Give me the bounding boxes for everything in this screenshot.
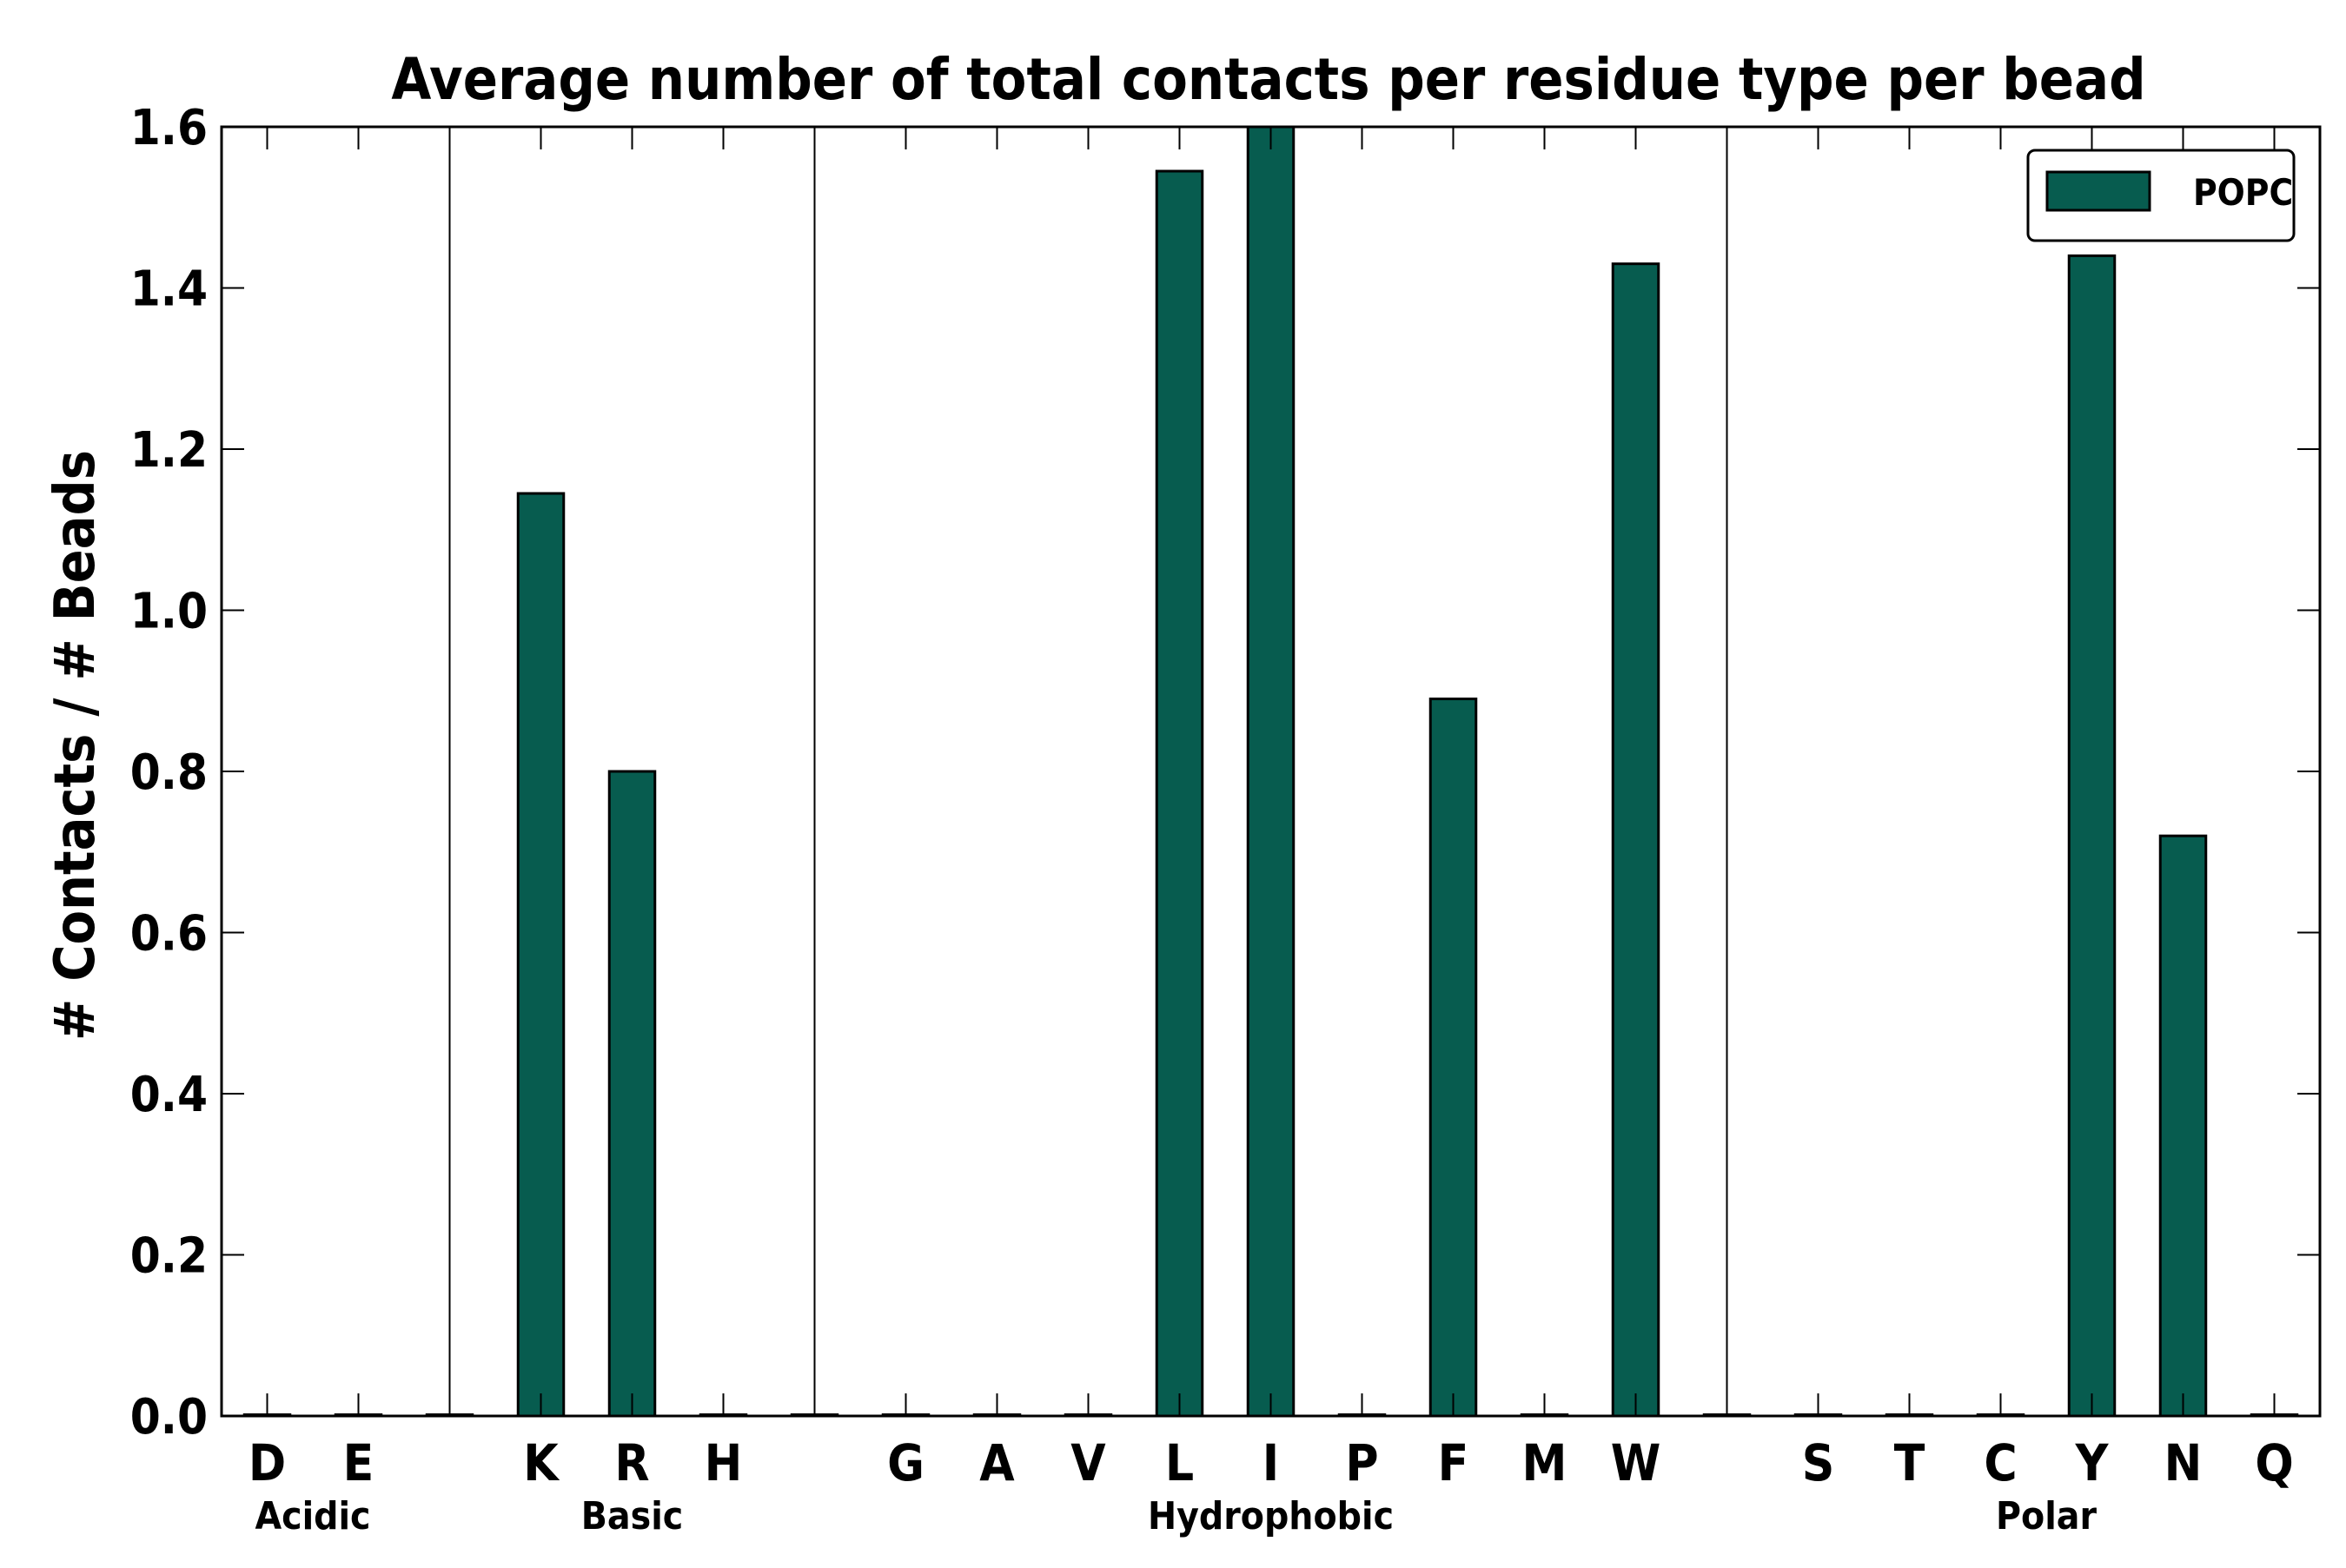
x-tick-label: P <box>1345 1433 1378 1492</box>
bar-l <box>1155 169 1204 1418</box>
group-label: Hydrophobic <box>1148 1494 1394 1538</box>
group-label: Basic <box>581 1494 683 1538</box>
bar-y <box>2067 254 2117 1418</box>
legend-label-popc: POPC <box>2193 171 2293 214</box>
y-axis-label: # Contacts / # Beads <box>43 450 108 1041</box>
y-tick-label: 0.2 <box>130 1228 208 1285</box>
bar-i <box>1246 125 1296 1418</box>
bars-layer <box>242 125 2299 1418</box>
x-tick-label: V <box>1070 1433 1106 1492</box>
group-label: Polar <box>1996 1494 2097 1538</box>
x-tick-label: Y <box>2075 1433 2110 1492</box>
x-tick-label: N <box>2164 1433 2203 1492</box>
ticks-layer <box>222 126 2320 1417</box>
legend-swatch-popc <box>2045 170 2151 212</box>
bar-k <box>516 492 566 1418</box>
y-tick-label: 1.4 <box>130 261 208 318</box>
x-tick-label: H <box>705 1433 743 1492</box>
x-tick-label: L <box>1165 1433 1194 1492</box>
y-tick-label: 1.2 <box>130 422 208 479</box>
x-tick-label: T <box>1894 1433 1925 1492</box>
labels-layer: D E K R H G A V L I P F M W S T C Y N Q Acidic Basic Hydrophob… <box>130 100 2294 1538</box>
x-tick-label: F <box>1438 1433 1469 1492</box>
y-tick-label: 0.4 <box>130 1067 208 1123</box>
plot-frame <box>220 125 2322 1418</box>
group-separators <box>448 127 1728 1416</box>
x-tick-label: I <box>1262 1433 1279 1492</box>
x-tick-label: Q <box>2255 1433 2293 1492</box>
y-tick-label: 0.6 <box>130 906 208 963</box>
bar-r <box>607 770 657 1418</box>
y-tick-label: 0.8 <box>130 744 208 801</box>
x-tick-label: A <box>979 1433 1015 1492</box>
chart-title: Average number of total contacts per res… <box>391 46 2145 113</box>
x-tick-label: K <box>523 1433 560 1492</box>
bar-n <box>2158 834 2208 1418</box>
x-tick-label: C <box>1984 1433 2017 1492</box>
x-tick-label: D <box>249 1433 286 1492</box>
bar-f <box>1428 698 1478 1418</box>
x-tick-label: W <box>1611 1433 1661 1492</box>
x-tick-label: M <box>1522 1433 1567 1492</box>
x-tick-label: G <box>887 1433 924 1492</box>
x-tick-label: E <box>343 1433 374 1492</box>
group-label: Acidic <box>255 1494 370 1538</box>
x-tick-label: S <box>1802 1433 1835 1492</box>
x-tick-label: R <box>614 1433 649 1492</box>
y-tick-label: 0.0 <box>130 1389 208 1446</box>
y-tick-label: 1.0 <box>130 584 208 640</box>
bar-w <box>1611 262 1660 1418</box>
legend: POPC <box>2026 149 2296 242</box>
y-tick-label: 1.6 <box>130 100 208 156</box>
